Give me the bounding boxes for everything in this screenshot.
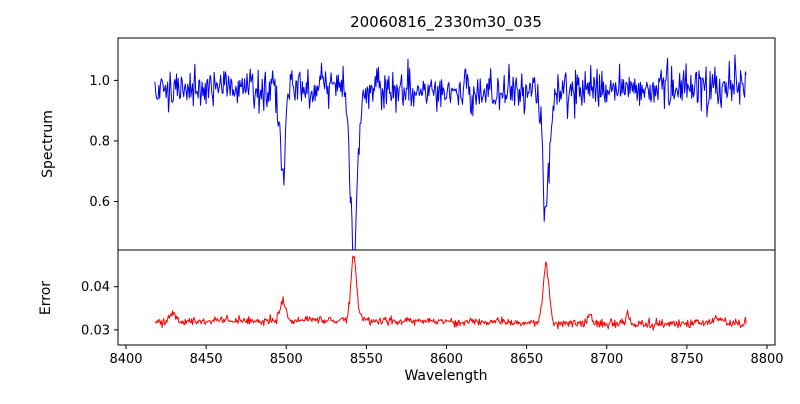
- error-y-tick-label: 0.03: [81, 323, 110, 338]
- spectrum-axes-border: [117, 37, 776, 251]
- spectrum-panel: 0.6 0.8 1.0: [89, 54, 747, 250]
- spectrum-y-tick-label: 1.0: [89, 74, 110, 89]
- spectrum-y-tick-label: 0.6: [89, 195, 110, 210]
- x-tick-label: 8500: [270, 352, 303, 367]
- x-axis: 8400 8450 8500 8550 8600 8650 8700 8750 8800: [109, 345, 784, 367]
- error-y-tick-label: 0.04: [81, 280, 110, 295]
- x-tick-label: 8800: [750, 352, 783, 367]
- x-tick-label: 8650: [510, 352, 543, 367]
- x-tick-label: 8750: [670, 352, 703, 367]
- x-tick-label: 8400: [109, 352, 142, 367]
- x-tick-label: 8450: [190, 352, 223, 367]
- spectrum-y-tick-label: 0.8: [89, 134, 110, 149]
- error-panel: 0.03 0.04: [81, 255, 747, 338]
- x-tick-label: 8550: [350, 352, 383, 367]
- spectrum-line: [154, 54, 747, 250]
- x-axis-label: Wavelength: [404, 368, 487, 384]
- spectrum-y-axis-label: Spectrum: [40, 110, 56, 178]
- error-y-axis-label: Error: [38, 281, 54, 315]
- error-axes-border: [117, 249, 776, 346]
- error-line: [154, 255, 747, 331]
- x-tick-label: 8600: [430, 352, 463, 367]
- figure-title: 20060816_2330m30_035: [350, 13, 542, 32]
- x-tick-label: 8700: [590, 352, 623, 367]
